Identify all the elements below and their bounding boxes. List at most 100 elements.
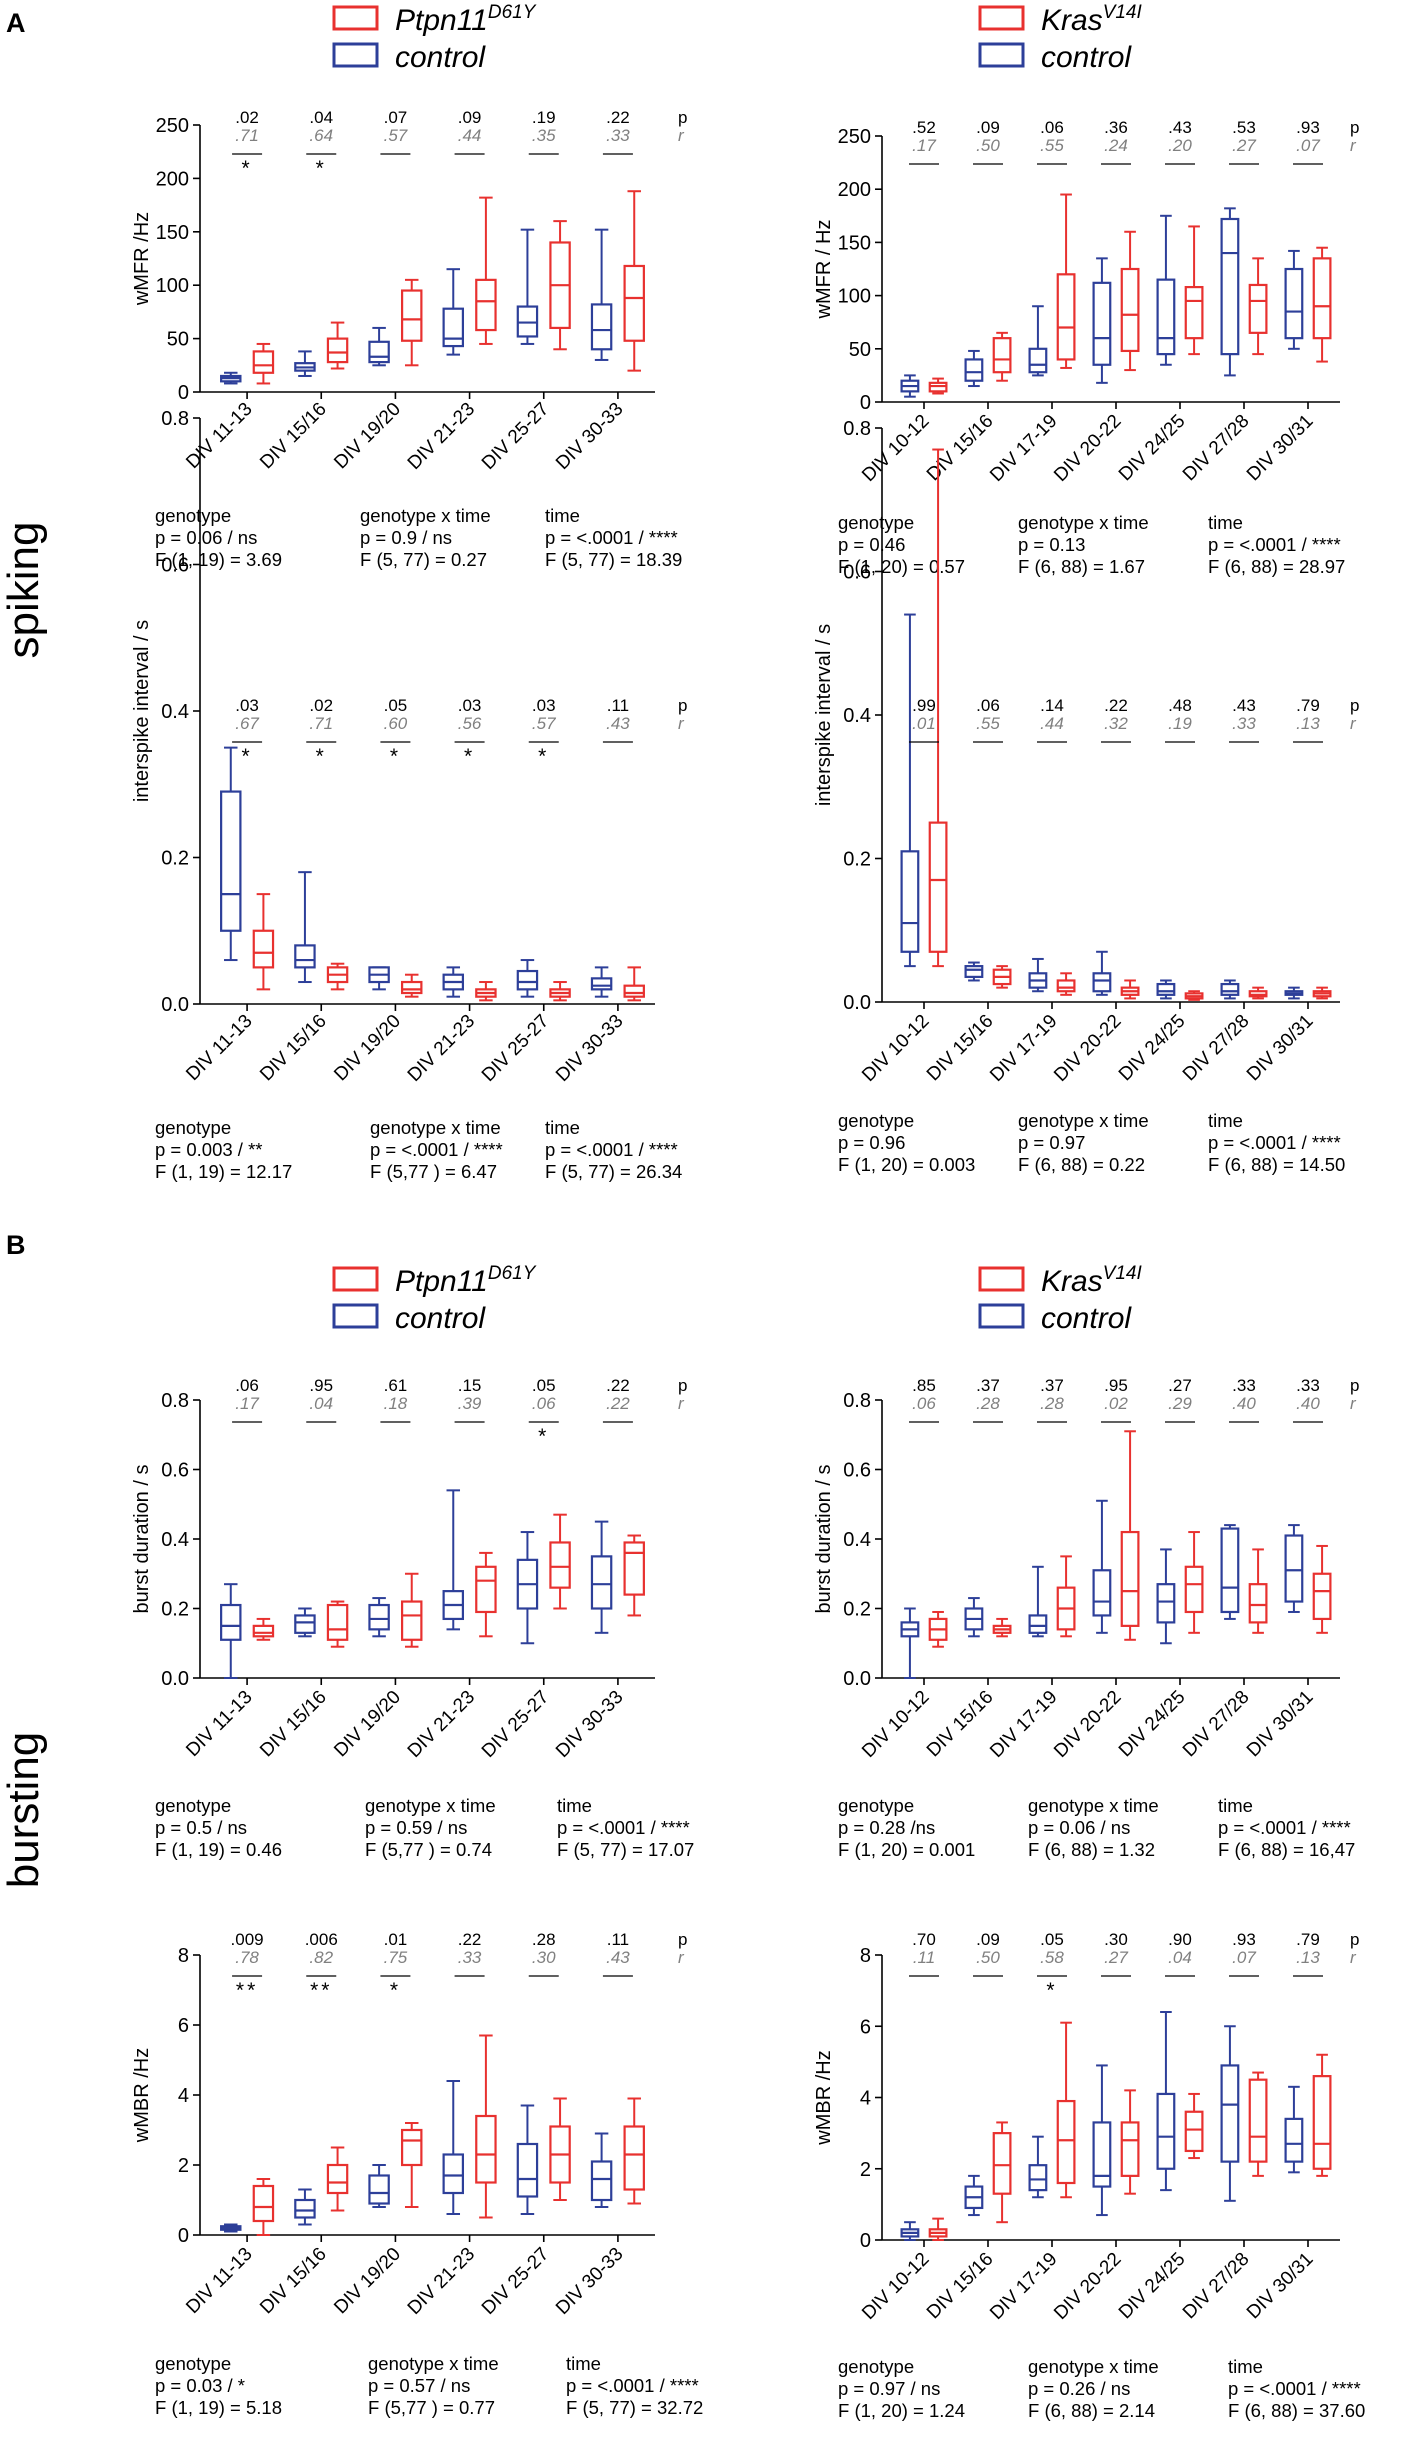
p-value: .07 [384,108,408,127]
stats-title: genotype [838,1110,914,1131]
box-iqr [590,2160,613,2202]
p-value: .79 [1296,696,1320,715]
r-value: .13 [1296,714,1320,733]
box-iqr [1220,982,1240,996]
experimental-box [252,342,275,385]
r-value: .56 [458,714,482,733]
experimental-box [928,1610,948,1648]
box-iqr [294,944,316,969]
y-axis-title: interspike interval / s [813,624,835,806]
stats-p: p = <.0001 / **** [1208,534,1341,555]
x-tick-label: DIV 30-33 [552,1011,627,1086]
p-value: .05 [532,1376,556,1395]
p-value: .19 [532,108,556,127]
stats-f: F (5,77 ) = 6.47 [370,1161,497,1182]
box-iqr [1184,1565,1204,1614]
y-tick-label: 4 [178,2085,189,2107]
p-value: .02 [309,696,333,715]
y-tick-label: 0.0 [161,1668,189,1690]
experimental-box [1312,246,1332,363]
experimental-box [252,1617,275,1641]
p-value: .05 [1040,1930,1064,1949]
x-tick-label: DIV 24/25 [1115,2249,1190,2324]
box-iqr [1120,267,1140,353]
chart-b4: 0 2 4 6 8 wMBR /Hz DIV 10-12 .70.11 DIV 15/16 .09… [813,1930,1365,2421]
y-axis-title: burst duration / s [813,1465,835,1614]
stats-title: time [1218,1795,1253,1816]
control-box [368,326,390,367]
legend-kras-b: KrasV14I control [978,1263,1142,1335]
x-tick-label: DIV 30/31 [1243,2249,1318,2324]
box-iqr [1184,2110,1204,2153]
experimental-box [1248,986,1268,1000]
y-tick-label: 0.4 [843,705,871,727]
y-tick-label: 0.2 [161,1599,189,1621]
box-iqr [992,337,1012,374]
box-iqr [1248,283,1268,334]
y-tick-label: 0 [178,2225,189,2247]
stats-title: genotype x time [1018,512,1149,533]
y-tick-label: 100 [156,275,189,297]
section-label-bursting: bursting [0,1732,48,1889]
box-iqr [252,350,275,374]
stats-f: F (5,77 ) = 0.74 [365,1839,492,1860]
panel-label-a: A [6,8,26,38]
r-value: .24 [1104,136,1128,155]
experimental-box [992,1617,1012,1638]
r-value: .43 [606,714,630,733]
p-value: .01 [384,1930,408,1949]
chart-a1: 0 50 100 150 200 250 wMFR /Hz DIV 11-13 .02.71 * D… [131,108,687,570]
stats-p: p = 0.13 [1018,534,1085,555]
stats-f: F (1, 20) = 0.001 [838,1839,975,1860]
r-value: .27 [1104,1948,1128,1967]
p-row-label: p [678,1930,687,1949]
experimental-box [992,965,1012,989]
x-tick-label: DIV 19/20 [330,2244,405,2319]
stats-title: time [1208,1110,1243,1131]
box-iqr [590,303,613,351]
legend-label-control: control [395,41,486,74]
r-value: .78 [235,1948,259,1967]
r-row-label: r [1350,714,1357,733]
p-value: .05 [384,696,408,715]
experimental-box [928,377,948,395]
experimental-box [992,331,1012,382]
experimental-box [1248,257,1268,356]
r-value: .06 [532,1394,556,1413]
stats-f: F (5, 77) = 32.72 [566,2397,703,2418]
legend-ptpn11-a: Ptpn11D61Y control [332,2,537,74]
r-value: .64 [309,126,333,145]
r-value: .50 [976,136,1000,155]
p-value: .04 [309,108,333,127]
control-box [220,746,242,962]
r-value: .04 [309,1394,333,1413]
box-iqr [1156,982,1176,996]
box-iqr [1120,1530,1140,1627]
r-value: .04 [1168,1948,1192,1967]
p-value: .06 [1040,118,1064,137]
p-value: .95 [1104,1376,1128,1395]
r-value: .55 [976,714,1000,733]
p-value: .43 [1168,118,1192,137]
control-box [1220,207,1240,377]
chart-b2: 0.0 0.2 0.4 0.6 0.8 burst duration / s DIV 10-… [813,1376,1359,1860]
x-tick-label: DIV 20-22 [1050,2249,1125,2324]
experimental-box [1120,2089,1140,2195]
p-value: .61 [384,1376,408,1395]
stats-p: p = 0.06 / ns [1028,1817,1130,1838]
x-tick-label: DIV 20-22 [1050,411,1125,486]
y-tick-label: 8 [860,1945,871,1967]
x-tick-label: DIV 30-33 [552,2244,627,2319]
box-iqr [294,1614,316,1634]
x-tick-label: DIV 15/16 [256,2244,331,2319]
p-value: .11 [607,1930,629,1949]
stats-f: F (6, 88) = 14.50 [1208,1154,1345,1175]
control-box [516,959,539,998]
r-value: .39 [458,1394,482,1413]
box-iqr [368,2174,390,2205]
